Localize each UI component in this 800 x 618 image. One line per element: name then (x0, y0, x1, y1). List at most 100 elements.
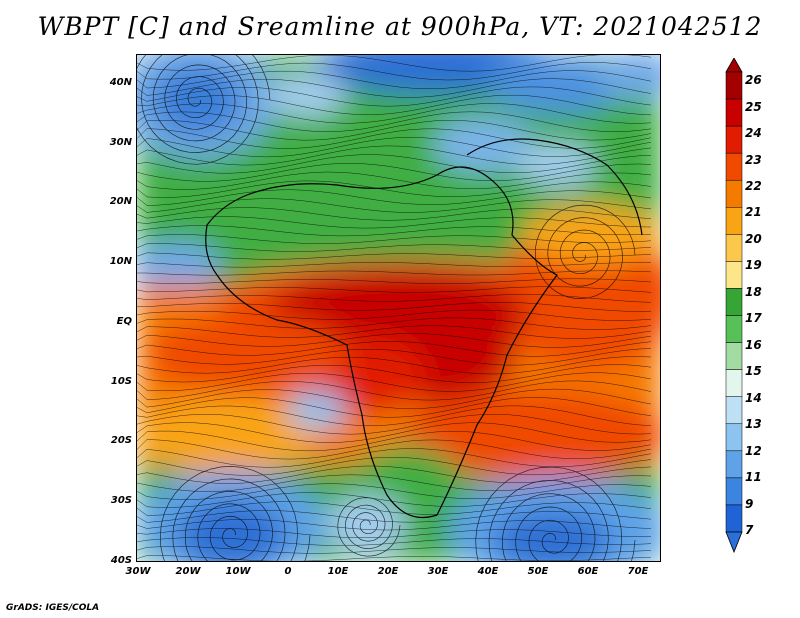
colorbar-segment (725, 125, 743, 154)
colorbar-segment (725, 207, 743, 235)
colorbar-segment (725, 423, 743, 452)
streamline (137, 372, 652, 392)
streamline (137, 348, 652, 366)
colorbar-label: 15 (745, 364, 762, 379)
streamline (137, 388, 652, 409)
streamline (137, 492, 652, 508)
lon-tick-label: 40E (477, 566, 499, 577)
lon-tick-label: 20E (377, 566, 399, 577)
lon-tick-label: 70E (627, 566, 649, 577)
colorbar-segment (725, 396, 743, 425)
streamline (137, 422, 652, 443)
map-panel[interactable] (136, 54, 661, 562)
streamline (137, 154, 652, 174)
streamline (137, 448, 652, 468)
streamline (137, 111, 652, 133)
streamline (137, 555, 652, 561)
wbpt-field-map (137, 55, 660, 561)
lon-tick-label: 50E (527, 566, 549, 577)
streamline (137, 317, 652, 330)
streamline (137, 243, 652, 252)
chart-title: WBPT [C] and Sreamline at 900hPa, VT: 20… (37, 12, 763, 41)
colorbar-segment (725, 450, 743, 479)
colorbar-label: 13 (745, 417, 762, 432)
colorbar-segment (725, 179, 743, 208)
streamline (137, 397, 652, 418)
lon-tick-label: 10W (225, 566, 251, 577)
streamline (137, 309, 652, 321)
coastline-layer (205, 138, 643, 519)
colorbar-segment (725, 261, 743, 289)
colorbar-label: 22 (745, 178, 762, 193)
colorbar-label: 18 (745, 284, 762, 299)
streamline (137, 120, 652, 141)
colorbar-label: 14 (745, 390, 762, 405)
streamline (137, 225, 652, 237)
lat-tick-label: 10N (109, 256, 132, 268)
colorbar-label: 11 (745, 470, 762, 485)
streamline-layer (137, 55, 652, 561)
grads-credit: GrADS: IGES/COLA (6, 603, 100, 613)
streamline-vortex (159, 466, 311, 561)
lat-tick-label: 40N (109, 77, 132, 88)
colorbar (725, 58, 743, 554)
colorbar-segment (725, 504, 743, 533)
colorbar-segment (725, 152, 743, 181)
colorbar-label: 26 (745, 73, 762, 88)
colorbar-label: 12 (745, 443, 762, 458)
streamline (137, 86, 652, 107)
streamline (137, 364, 652, 384)
streamline (137, 528, 651, 538)
streamline (137, 262, 651, 268)
streamline (137, 55, 652, 72)
colorbar-segment (725, 369, 743, 397)
streamline (137, 207, 652, 221)
streamline (137, 510, 652, 523)
lat-tick-label: 30S (110, 494, 132, 506)
streamline (137, 62, 652, 81)
colorbar-label: 25 (745, 99, 762, 114)
colorbar-label: 23 (745, 152, 762, 167)
streamline-vortex (534, 204, 636, 299)
streamline (137, 546, 652, 554)
streamline (137, 198, 652, 213)
streamline (137, 286, 652, 293)
lat-tick-label: EQ (116, 315, 132, 327)
colorbar-label: 20 (745, 231, 762, 246)
colorbar-label: 21 (745, 205, 762, 220)
streamline (137, 302, 652, 312)
streamline (137, 137, 652, 158)
colorbar-segment (725, 288, 743, 316)
streamline (137, 483, 652, 500)
colorbar-segment (725, 98, 743, 127)
streamline (137, 294, 652, 303)
streamline (137, 474, 652, 492)
streamline (137, 189, 652, 206)
lon-tick-label: 60E (577, 566, 599, 577)
colorbar-segment (725, 477, 743, 506)
streamline (137, 325, 652, 339)
colorbar-segment (725, 71, 743, 100)
lon-tick-label: 30W (125, 566, 151, 577)
streamline (137, 430, 652, 452)
temperature-shading (137, 55, 660, 561)
streamline-vortex (475, 466, 636, 561)
colorbar-top-arrow (725, 58, 743, 73)
colorbar-label: 17 (745, 311, 762, 326)
streamline (137, 465, 652, 484)
colorbar-label: 19 (745, 258, 762, 273)
streamline (137, 439, 652, 460)
streamline (137, 405, 652, 426)
streamline (137, 278, 652, 284)
colorbar-label: 9 (745, 496, 754, 511)
streamline (137, 163, 652, 182)
lon-tick-label: 10E (327, 566, 349, 577)
lon-tick-label: 0 (284, 566, 292, 577)
streamline (137, 171, 652, 190)
streamline (137, 333, 652, 348)
streamline (137, 145, 652, 166)
streamline (137, 341, 652, 357)
streamline (137, 380, 652, 401)
colorbar-label: 24 (745, 126, 762, 141)
colorbar-bottom-arrow (725, 531, 743, 554)
